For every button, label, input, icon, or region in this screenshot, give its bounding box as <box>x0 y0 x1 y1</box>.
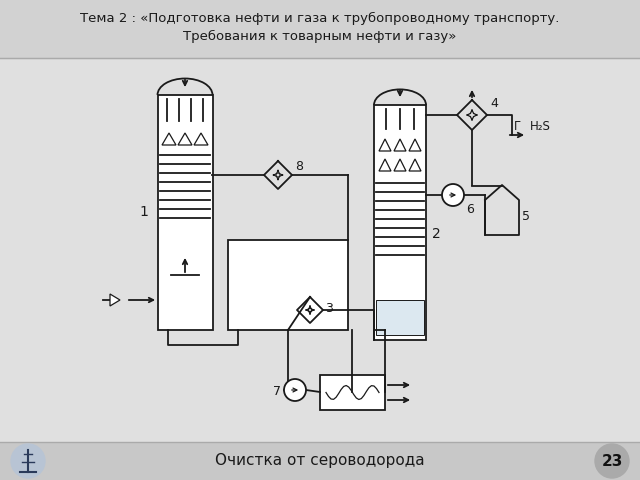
Circle shape <box>11 444 45 478</box>
Bar <box>374 105 426 340</box>
Bar <box>228 240 348 330</box>
Text: 1: 1 <box>140 205 148 219</box>
Polygon shape <box>409 159 421 171</box>
Polygon shape <box>409 139 421 151</box>
Polygon shape <box>194 133 208 145</box>
Circle shape <box>595 444 629 478</box>
Polygon shape <box>394 139 406 151</box>
Bar <box>0 442 640 480</box>
Polygon shape <box>110 294 120 306</box>
Text: 4: 4 <box>490 97 498 110</box>
Text: Г: Г <box>514 120 521 133</box>
Polygon shape <box>379 139 391 151</box>
Text: 5: 5 <box>522 210 530 223</box>
Bar <box>157 95 212 330</box>
Polygon shape <box>394 159 406 171</box>
Text: Очистка от сероводорода: Очистка от сероводорода <box>215 454 425 468</box>
Circle shape <box>442 184 464 206</box>
Text: 23: 23 <box>602 454 623 468</box>
Polygon shape <box>379 159 391 171</box>
Polygon shape <box>162 133 176 145</box>
Bar <box>376 300 424 335</box>
Text: H₂S: H₂S <box>530 120 551 133</box>
Text: Требования к товарным нефти и газу»: Требования к товарным нефти и газу» <box>183 29 457 43</box>
Text: 2: 2 <box>431 227 440 241</box>
Text: 8: 8 <box>295 160 303 173</box>
Text: 6: 6 <box>466 203 474 216</box>
Polygon shape <box>178 133 192 145</box>
Text: Тема 2 : «Подготовка нефти и газа к трубопроводному транспорту.: Тема 2 : «Подготовка нефти и газа к труб… <box>80 12 560 24</box>
Text: 3: 3 <box>325 302 333 315</box>
Bar <box>320 375 385 410</box>
Bar <box>0 0 640 58</box>
Circle shape <box>284 379 306 401</box>
Text: 7: 7 <box>273 385 281 398</box>
